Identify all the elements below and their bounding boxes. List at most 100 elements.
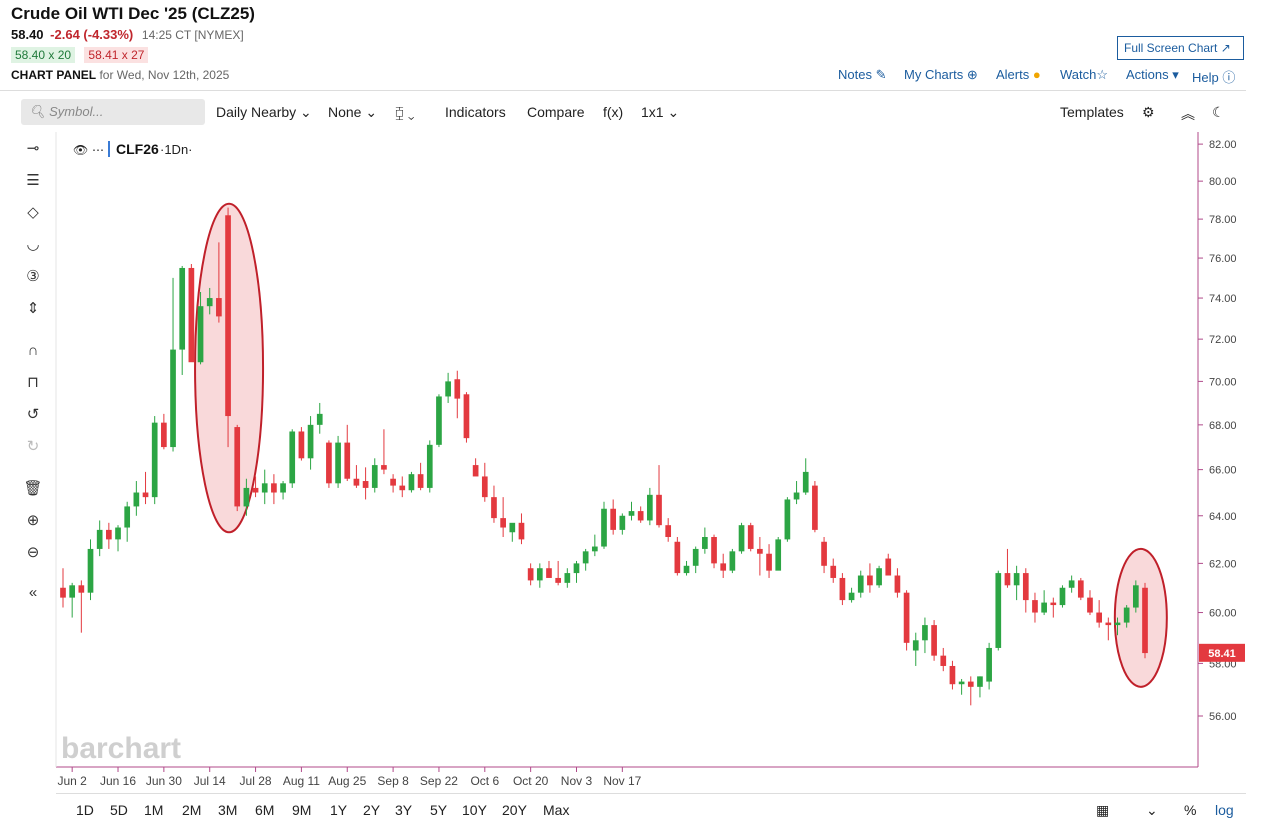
fib-tool-icon[interactable]: ☰ [26,172,40,189]
candle-body [738,525,745,552]
instrument-title: Crude Oil WTI Dec '25 (CLZ25) [11,4,255,23]
trash-icon[interactable]: 🗑︎ [23,480,43,497]
candle-body [491,497,497,519]
range-button-1d[interactable]: 1D [76,802,94,818]
candle-body [830,565,837,578]
percent-toggle[interactable]: % [1184,802,1197,818]
range-button-5d[interactable]: 5D [110,802,128,818]
range-button-5y[interactable]: 5Y [430,802,448,818]
candle [1041,590,1047,616]
candle [857,570,864,598]
range-button-6m[interactable]: 6M [255,802,275,818]
range-button-3m[interactable]: 3M [218,802,238,818]
candle [353,465,360,488]
scroll-down-icon[interactable]: ⌄ [1146,802,1158,818]
candle-body [1114,622,1121,626]
range-button-10y[interactable]: 10Y [462,802,487,818]
eye-icon[interactable]: 👁︎ ⋯ [73,143,104,157]
candle [472,458,479,477]
full-screen-button[interactable]: Full Screen Chart ↗ [1117,36,1244,60]
candle [784,497,791,542]
curve-tool-icon[interactable]: ◡ [26,236,40,253]
candle-body [674,541,681,574]
range-button-20y[interactable]: 20Y [502,802,527,818]
y-tick-label: 60.00 [1209,608,1237,620]
undo-icon[interactable]: ↺ [26,406,40,423]
candle [793,481,800,505]
redo-icon[interactable]: ↻ [26,438,40,455]
calendar-icon[interactable]: ▦ [1096,802,1110,818]
magnet-icon[interactable]: ∩ [27,342,39,359]
chart-type-dropdown[interactable]: ⧮ ⌄ [395,104,415,120]
dark-mode-icon[interactable]: ☾ [1212,104,1225,120]
x-tick-label: Aug 11 [283,774,320,788]
candle-body [1096,612,1102,623]
candle [711,534,717,569]
candle-body [665,525,672,538]
candle-body [637,511,644,521]
compare-button[interactable]: Compare [527,104,585,120]
candle-body [802,471,809,493]
unlock-icon[interactable]: ⊓ [27,374,39,391]
candle-body [582,551,589,564]
gear-icon[interactable]: ⚙ [1142,104,1155,120]
watch-link[interactable]: Watch☆ [1060,67,1108,83]
search-placeholder: Symbol... [49,104,104,119]
candle [197,291,204,365]
range-button-3y[interactable]: 3Y [395,802,413,818]
candle-body [1032,600,1038,613]
shape-tool-icon[interactable]: ◇ [27,204,39,221]
candle [252,476,259,498]
x-tick-label: Aug 25 [328,774,366,788]
candle-body [683,565,690,574]
range-button-2y[interactable]: 2Y [363,802,381,818]
y-tick-label: 64.00 [1209,511,1237,523]
collapse-sidebar-icon[interactable]: « [28,584,38,601]
candle-body [1087,597,1093,613]
candle [738,522,745,554]
candle [619,513,626,535]
highlight-ellipse [1113,547,1168,688]
x-tick-label: Jul 28 [240,774,272,788]
range-button-max[interactable]: Max [543,802,570,818]
line-tool-icon[interactable]: ⊸ [26,140,40,157]
my-charts-link[interactable]: My Charts ⊕ [904,67,978,83]
candle-body [417,474,424,488]
collapse-icon[interactable]: ︽ [1181,106,1195,122]
zoom-out-icon[interactable]: ⊖ [26,544,40,561]
range-button-1y[interactable]: 1Y [330,802,348,818]
candle-body [96,529,103,549]
range-button-2m[interactable]: 2M [182,802,202,818]
legend-symbol: CLF26 [116,141,159,157]
candle [656,465,662,528]
range-button-9m[interactable]: 9M [292,802,312,818]
function-button[interactable]: f(x) [603,104,624,120]
indicators-button[interactable]: Indicators [445,104,506,120]
templates-button[interactable]: Templates [1060,104,1124,120]
candle [647,487,653,526]
actions-menu[interactable]: Actions ▾ [1126,67,1179,83]
alerts-link[interactable]: Alerts ● [996,67,1041,82]
overlay-dropdown[interactable]: None ⌄ [328,104,378,120]
search-icon: 🔍︎ [29,104,46,119]
candle [206,287,213,315]
candle-body [1068,580,1075,588]
help-link[interactable]: Help ⓘ [1192,67,1235,86]
symbol-search-input[interactable]: 🔍︎ Symbol... [21,99,205,125]
period-dropdown[interactable]: Daily Nearby ⌄ [216,104,312,120]
price-change: -2.64 (-4.33%) [50,27,134,42]
log-toggle[interactable]: log [1215,802,1234,818]
zoom-in-icon[interactable]: ⊕ [26,512,40,529]
candle-body [243,487,250,507]
measure-tool-icon[interactable]: ⇕ [26,300,40,317]
candle-body [1059,587,1066,606]
candle [610,499,617,535]
mycharts-label: My Charts [904,67,964,82]
notes-link[interactable]: Notes ✎ [838,67,887,83]
layout-dropdown[interactable]: 1x1 ⌄ [641,104,680,120]
count-tool-icon[interactable]: ③ [26,268,40,285]
range-button-1m[interactable]: 1M [144,802,164,818]
candle [1032,592,1038,623]
candle [1013,565,1020,601]
